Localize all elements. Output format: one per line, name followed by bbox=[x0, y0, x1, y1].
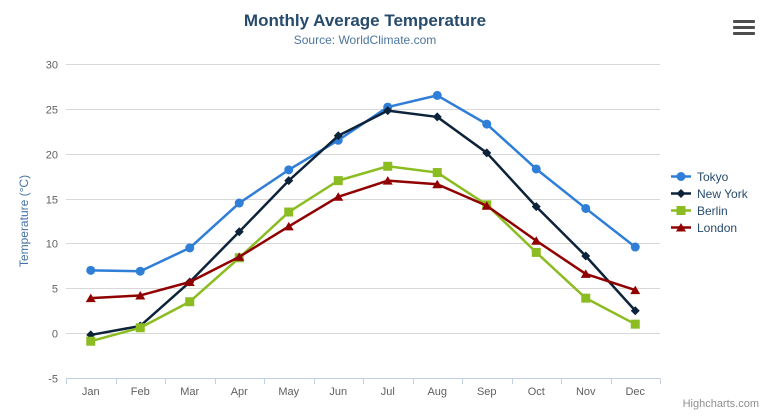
new-york-point-may[interactable] bbox=[284, 176, 294, 186]
x-axis-label: Feb bbox=[131, 386, 150, 398]
new-york-point-jun[interactable] bbox=[333, 131, 343, 141]
x-axis-label: Jan bbox=[82, 386, 100, 398]
x-axis-label: Aug bbox=[427, 386, 447, 398]
x-axis-label: Jul bbox=[381, 386, 395, 398]
berlin-point-nov[interactable] bbox=[581, 293, 591, 303]
tokyo-series-line bbox=[89, 94, 637, 273]
legend-label: New York bbox=[697, 186, 748, 201]
berlin-point-jun[interactable] bbox=[333, 176, 343, 186]
berlin-point-jul[interactable] bbox=[383, 161, 393, 171]
london-point-jul[interactable] bbox=[382, 176, 393, 185]
london-point-dec[interactable] bbox=[630, 285, 641, 295]
legend-item-new-york[interactable]: New York bbox=[670, 185, 748, 202]
new-york-point-nov[interactable] bbox=[581, 251, 591, 261]
y-axis-label: -5 bbox=[48, 374, 58, 386]
berlin-point-mar[interactable] bbox=[185, 297, 195, 307]
london-legend-marker-icon bbox=[671, 223, 691, 232]
berlin-point-may[interactable] bbox=[284, 207, 294, 217]
tokyo-point-dec[interactable] bbox=[630, 242, 640, 252]
berlin-point-oct[interactable] bbox=[531, 247, 541, 257]
x-axis-label: May bbox=[278, 386, 299, 398]
london-point-may[interactable] bbox=[283, 221, 294, 231]
tokyo-point-mar[interactable] bbox=[185, 243, 195, 253]
new-york-point-dec[interactable] bbox=[630, 306, 640, 316]
legend-label: London bbox=[697, 220, 738, 235]
tokyo-point-may[interactable] bbox=[284, 165, 294, 175]
legend-item-berlin[interactable]: Berlin bbox=[670, 202, 748, 219]
x-axis-label: Jun bbox=[329, 386, 347, 398]
x-axis-label: Oct bbox=[528, 386, 545, 398]
y-axis-label: 25 bbox=[46, 105, 58, 117]
berlin-point-aug[interactable] bbox=[432, 168, 442, 178]
london-point-nov[interactable] bbox=[580, 269, 591, 278]
berlin-series-line bbox=[89, 165, 637, 343]
legend-label: Tokyo bbox=[697, 169, 729, 184]
new-york-point-jul[interactable] bbox=[383, 106, 393, 116]
tokyo-point-aug[interactable] bbox=[432, 90, 442, 100]
london-point-mar[interactable] bbox=[184, 277, 195, 287]
legend-item-tokyo[interactable]: Tokyo bbox=[670, 168, 748, 185]
export-menu-button[interactable] bbox=[733, 20, 755, 35]
legend-symbol-marker bbox=[676, 223, 686, 232]
credits-link[interactable]: Highcharts.com bbox=[682, 398, 759, 410]
london-point-jan[interactable] bbox=[85, 293, 96, 303]
berlin-point-jan[interactable] bbox=[86, 336, 96, 346]
hamburger-icon bbox=[733, 20, 755, 35]
tokyo-point-jan[interactable] bbox=[86, 265, 96, 275]
london-point-oct[interactable] bbox=[531, 236, 542, 245]
x-axis-label: Nov bbox=[576, 386, 596, 398]
x-axis-label: Dec bbox=[625, 386, 645, 398]
y-axis-label: 0 bbox=[52, 329, 58, 341]
legend-symbol-marker bbox=[676, 172, 686, 181]
london-series-line bbox=[89, 179, 637, 300]
berlin-point-feb[interactable] bbox=[135, 323, 145, 333]
tokyo-point-sep[interactable] bbox=[482, 119, 492, 129]
london-point-apr[interactable] bbox=[234, 252, 245, 261]
y-axis-label: 15 bbox=[46, 195, 58, 207]
hamburger-bar bbox=[733, 20, 755, 23]
chart-subtitle: Source: WorldClimate.com bbox=[293, 33, 437, 47]
y-axis-label: 20 bbox=[46, 150, 58, 162]
new-york-point-apr[interactable] bbox=[234, 227, 244, 237]
tokyo-point-apr[interactable] bbox=[234, 198, 244, 208]
berlin-legend-marker-icon bbox=[671, 206, 691, 215]
hamburger-bar bbox=[733, 26, 755, 29]
tokyo-point-nov[interactable] bbox=[581, 203, 591, 213]
london-point-jun[interactable] bbox=[333, 192, 344, 201]
legend: Tokyo New York Berlin London bbox=[670, 168, 748, 236]
tokyo-point-feb[interactable] bbox=[135, 266, 145, 276]
y-axis-title: Temperature (°C) bbox=[17, 174, 31, 268]
x-axis-label: Apr bbox=[231, 386, 248, 398]
x-axis-label: Mar bbox=[180, 386, 199, 398]
tokyo-point-oct[interactable] bbox=[531, 164, 541, 174]
y-axis-label: 30 bbox=[46, 60, 58, 72]
new-york-legend-marker-icon bbox=[671, 189, 691, 198]
x-axis-label: Sep bbox=[477, 386, 497, 398]
legend-label: Berlin bbox=[697, 203, 728, 218]
london-point-feb[interactable] bbox=[135, 290, 146, 300]
london-point-sep[interactable] bbox=[481, 201, 492, 210]
legend-item-london[interactable]: London bbox=[670, 219, 748, 236]
new-york-point-oct[interactable] bbox=[531, 202, 541, 212]
berlin-point-dec[interactable] bbox=[630, 319, 640, 329]
new-york-series-line bbox=[89, 109, 637, 337]
chart-title: Monthly Average Temperature bbox=[243, 11, 487, 30]
new-york-point-aug[interactable] bbox=[432, 112, 442, 122]
legend-symbol-marker bbox=[676, 206, 686, 215]
new-york-point-sep[interactable] bbox=[482, 148, 492, 158]
tokyo-legend-marker-icon bbox=[671, 172, 691, 181]
london-point-aug[interactable] bbox=[432, 179, 443, 189]
legend-symbol-marker bbox=[676, 189, 686, 198]
hamburger-bar bbox=[733, 32, 755, 35]
y-axis-label: 5 bbox=[52, 284, 58, 296]
y-axis-label: 10 bbox=[46, 239, 58, 251]
